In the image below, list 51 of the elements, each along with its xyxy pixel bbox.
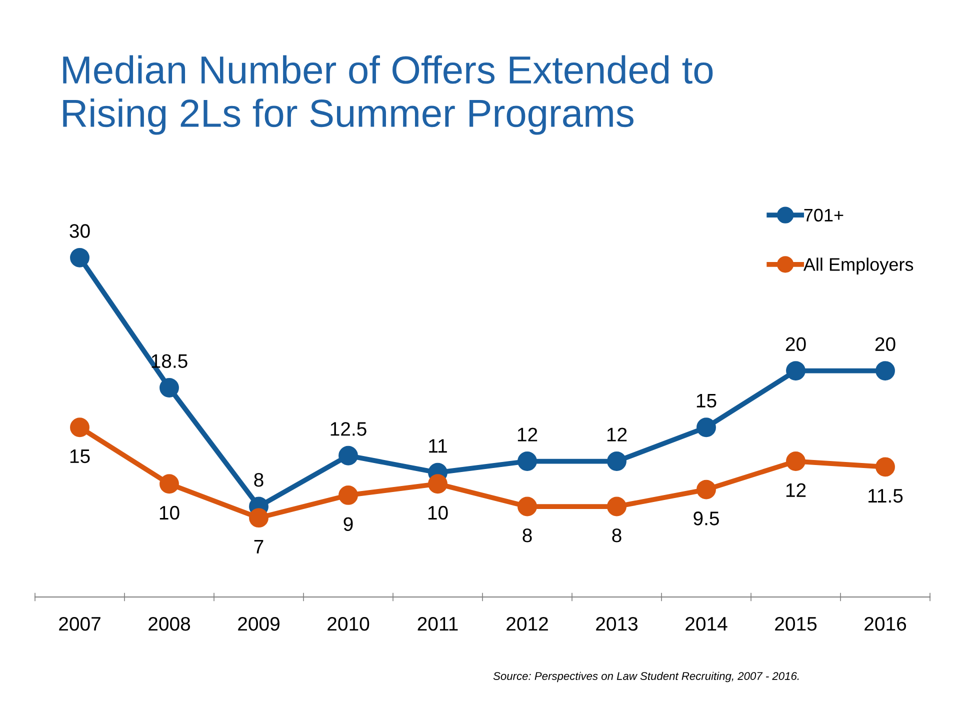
legend-label: 701+ [804, 208, 844, 222]
data-label: 12 [607, 428, 627, 442]
x-tick-label: 2014 [686, 616, 728, 631]
data-label: 8 [522, 528, 532, 542]
x-tick-label: 2016 [864, 616, 906, 631]
x-tick-label: 2009 [238, 616, 280, 631]
x-tick-label: 2012 [506, 616, 548, 631]
data-label: 15 [696, 394, 716, 408]
point [70, 248, 90, 268]
point [160, 474, 179, 494]
data-label: 7 [254, 540, 264, 554]
data-label: 8 [612, 528, 622, 542]
chart-title: Median Number of Offers Extended to Rising 2Ls for Summer Programs [63, 55, 713, 135]
x-tick-label: 2008 [148, 616, 190, 631]
point [696, 418, 716, 438]
point [786, 452, 806, 471]
data-label: 9 [344, 517, 353, 531]
x-tick-label: 2013 [596, 616, 638, 631]
point [876, 361, 895, 381]
data-label: 8 [254, 472, 264, 487]
point [338, 485, 358, 505]
data-label: 30 [70, 224, 90, 238]
point [786, 361, 806, 381]
data-label: 11 [429, 439, 447, 453]
x-tick-label: 2007 [59, 616, 100, 631]
x-tick-label: 2015 [775, 616, 817, 631]
data-label: 10 [160, 506, 180, 520]
point [696, 480, 716, 500]
data-label: 20 [875, 337, 896, 352]
point [607, 452, 626, 471]
point [249, 508, 268, 528]
data-label: 9.5 [694, 512, 719, 526]
point [160, 378, 179, 398]
data-label: 12.5 [330, 422, 366, 436]
data-label: 12 [786, 483, 806, 497]
x-tick-label: 2010 [328, 616, 370, 631]
data-label: 11.5 [868, 489, 903, 503]
x-tick-label: 2011 [418, 616, 458, 631]
point [876, 457, 895, 477]
point [428, 474, 448, 494]
point [607, 496, 626, 516]
data-label: 15 [70, 450, 90, 464]
data-label: 10 [428, 506, 448, 520]
legend-label: All Employers [803, 258, 914, 274]
data-label: 20 [786, 337, 806, 352]
data-label: 12 [518, 428, 538, 442]
point [518, 496, 537, 516]
point [518, 452, 537, 471]
point [70, 418, 90, 438]
source-note: Source: Perspectives on Law Student Recruiting, 2007 - 2016. [493, 672, 799, 682]
point [338, 446, 358, 466]
